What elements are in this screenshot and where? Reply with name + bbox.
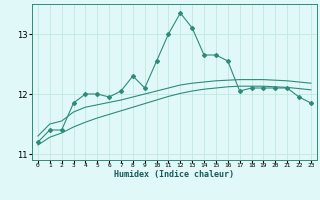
X-axis label: Humidex (Indice chaleur): Humidex (Indice chaleur): [115, 170, 234, 179]
